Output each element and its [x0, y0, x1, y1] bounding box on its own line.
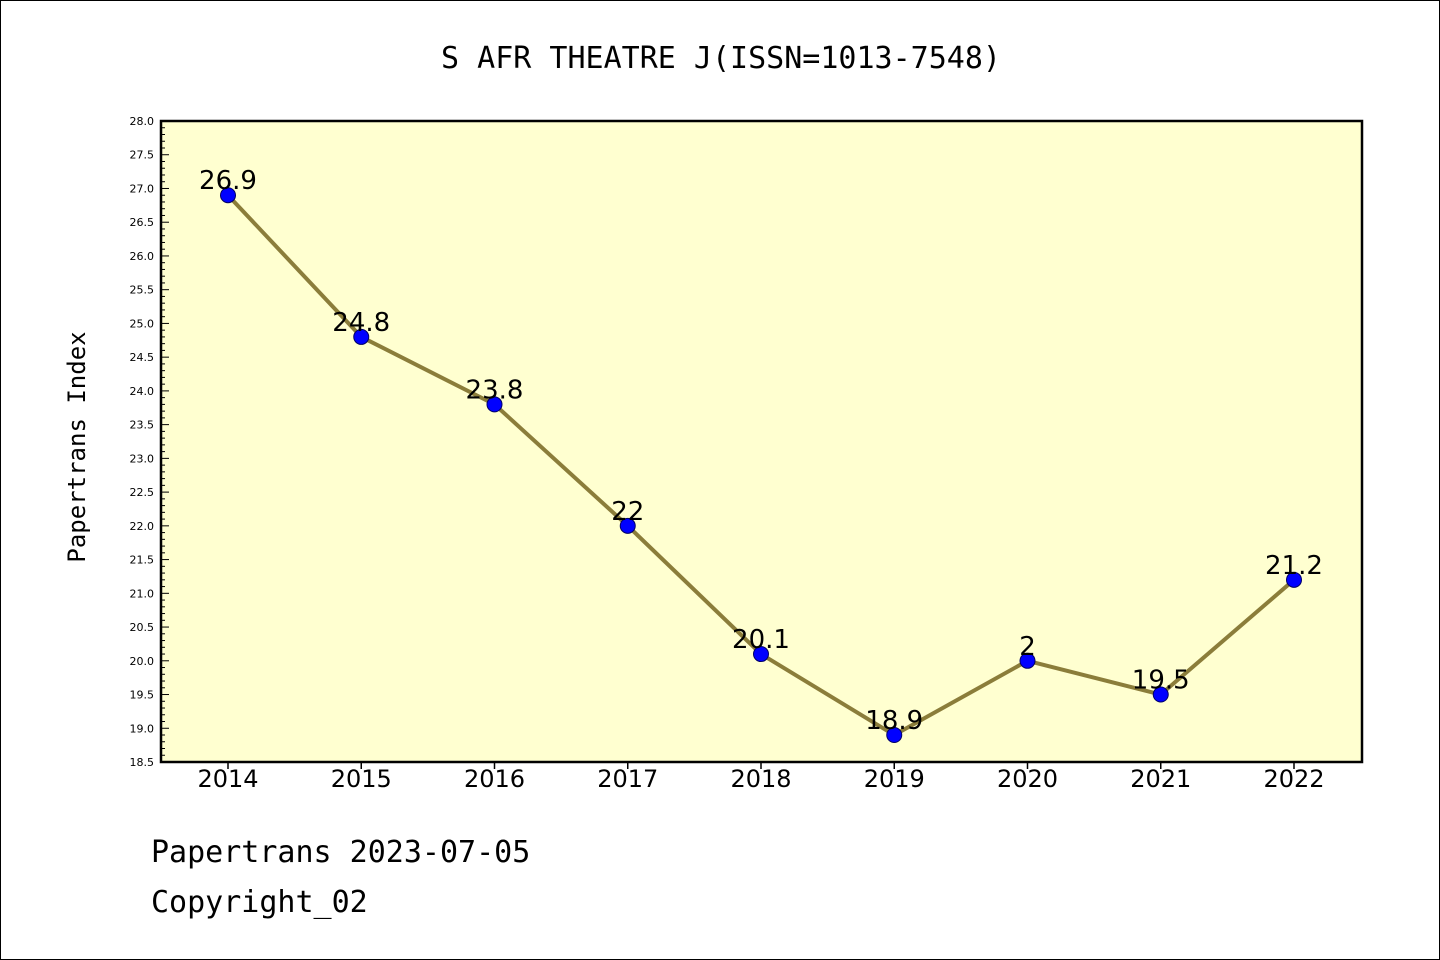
x-tick-label: 2022 [1263, 765, 1324, 793]
x-tick-label: 2019 [864, 765, 925, 793]
data-point [1019, 652, 1036, 669]
y-tick-label: 20.0 [130, 655, 155, 668]
data-label: 19.5 [1132, 666, 1190, 696]
data-label: 18.9 [865, 706, 923, 736]
y-axis: 18.5 19.0 19.5 20.0 20.5 21.0 21.5 22.0 22.5 23.0… [130, 115, 169, 769]
y-tick-label: 27.0 [130, 182, 155, 195]
y-tick-label: 23.0 [130, 452, 155, 465]
y-tick-label: 18.5 [130, 756, 155, 769]
x-tick-label: 2017 [597, 765, 658, 793]
x-tick-label: 2018 [730, 765, 791, 793]
y-tick-label: 26.5 [130, 216, 155, 229]
data-point [220, 187, 236, 204]
y-tick-label: 24.0 [130, 385, 155, 398]
y-tick-label: 27.5 [130, 149, 155, 162]
x-tick-label: 2021 [1130, 765, 1191, 793]
x-tick-label: 2014 [197, 765, 258, 793]
data-label: 24.8 [332, 308, 390, 338]
data-label: 2 [1019, 632, 1036, 662]
x-tick-label: 2020 [997, 765, 1058, 793]
data-point [1286, 571, 1302, 588]
x-axis: 2014 2015 2016 2017 2018 2019 2020 2021 2022 [197, 762, 1325, 793]
footer-date: Papertrans 2023-07-05 [151, 835, 531, 870]
y-tick-label: 21.5 [130, 554, 155, 567]
footer-copyright: Copyright_02 [151, 885, 368, 920]
chart-title: S AFR THEATRE J(ISSN=1013-7548) [441, 41, 1001, 76]
data-label: 23.8 [466, 375, 524, 405]
x-tick-label: 2016 [464, 765, 525, 793]
data-point [1152, 686, 1169, 703]
y-tick-label: 21.0 [130, 587, 155, 600]
y-tick-label: 19.0 [130, 722, 155, 735]
y-tick-label: 28.0 [130, 115, 155, 128]
data-label: 20.1 [732, 625, 790, 655]
data-point [753, 646, 769, 663]
data-label: 26.9 [199, 166, 257, 196]
y-tick-label: 22.5 [130, 486, 155, 499]
series-layer: 26.9 24.8 23.8 22 20.1 18.9 2 19.5 21.2 [199, 166, 1323, 744]
y-tick-label: 26.0 [130, 250, 155, 263]
x-tick-label: 2015 [331, 765, 392, 793]
y-tick-label: 20.5 [130, 621, 155, 634]
data-label: 22 [611, 497, 644, 527]
y-tick-label: 19.5 [130, 689, 155, 702]
data-point [886, 727, 903, 744]
data-point [486, 396, 503, 413]
data-label: 21.2 [1265, 551, 1323, 581]
y-axis-label: Papertrans Index [63, 331, 91, 562]
data-point [353, 328, 370, 345]
y-tick-label: 23.5 [130, 419, 155, 432]
y-tick-label: 25.5 [130, 284, 155, 297]
data-point [619, 517, 636, 534]
y-tick-label: 24.5 [130, 351, 155, 364]
y-tick-label: 25.0 [130, 317, 155, 330]
y-tick-label: 22.0 [130, 520, 155, 533]
